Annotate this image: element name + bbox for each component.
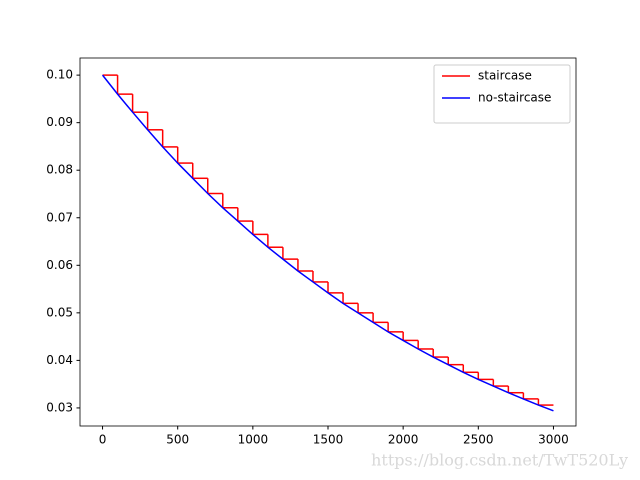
y-tick-label: 0.03 [46, 400, 73, 414]
legend-box [433, 64, 571, 124]
axes-frame [79, 57, 577, 427]
x-tick-label: 3000 [538, 433, 569, 447]
y-tick-label: 0.04 [46, 353, 73, 367]
x-tick-label: 0 [99, 433, 107, 447]
x-tick-label: 1500 [313, 433, 344, 447]
y-tick-label: 0.09 [46, 115, 73, 129]
x-tick-label: 2500 [463, 433, 494, 447]
legend-label: staircase [478, 69, 532, 83]
line [101, 74, 554, 412]
x-tick-label: 1000 [238, 433, 269, 447]
x-tick-label: 2000 [388, 433, 419, 447]
legend-label: no-staircase [478, 91, 551, 105]
y-tick-label: 0.06 [46, 258, 73, 272]
y-tick-label: 0.07 [46, 210, 73, 224]
y-tick-label: 0.10 [46, 68, 73, 82]
x-tick-label: 500 [166, 433, 189, 447]
y-tick-label: 0.08 [46, 163, 73, 177]
y-tick-label: 0.05 [46, 305, 73, 319]
watermark: https://blog.csdn.net/TwT520Ly [371, 451, 628, 470]
